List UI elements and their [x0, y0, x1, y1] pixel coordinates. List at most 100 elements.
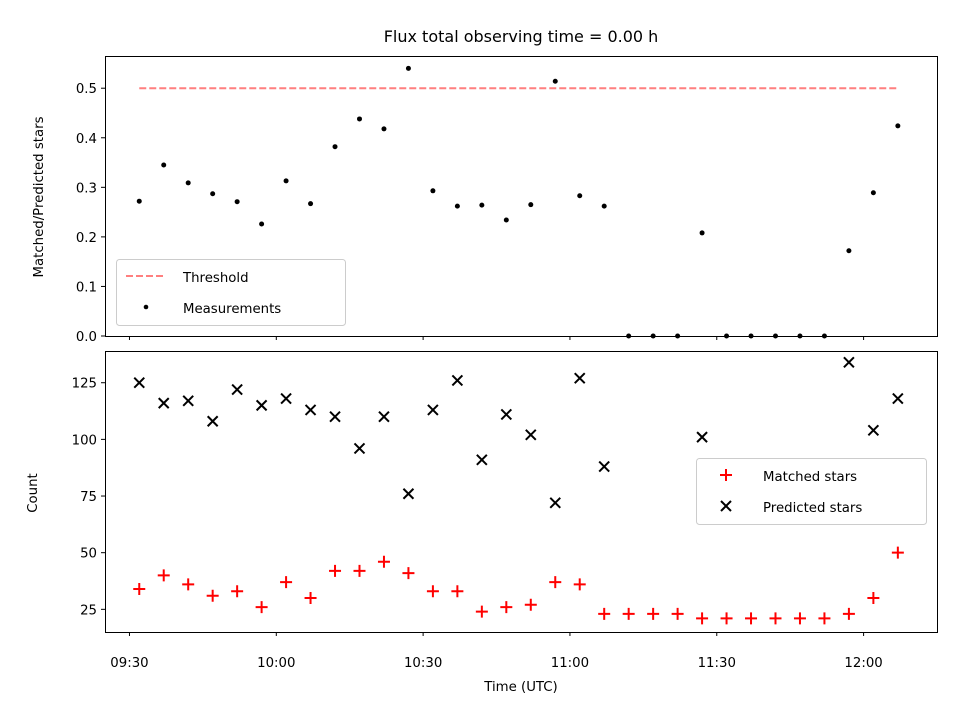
matched-stars-point	[402, 567, 415, 580]
bottom-legend: Matched stars Predicted stars	[696, 458, 927, 525]
measurements-point	[895, 123, 901, 129]
predicted-stars-point	[843, 356, 855, 369]
measurements-point	[161, 162, 167, 168]
top-y-axis-label: Matched/Predicted stars	[32, 116, 47, 277]
predicted-stars-point	[892, 392, 904, 405]
measurements-point	[454, 203, 460, 209]
top-axes-frame	[105, 56, 938, 337]
top-y-tick-label: 0.4	[76, 132, 97, 147]
measurements-point	[577, 193, 583, 199]
measurements-point	[185, 180, 191, 186]
predicted-stars-point	[231, 383, 243, 396]
predicted-stars-point	[255, 399, 268, 412]
measurements-point	[528, 202, 534, 208]
measurements-point	[846, 248, 852, 254]
matched-stars-point	[377, 555, 390, 568]
predicted-stars-legend-swatch	[720, 500, 732, 512]
matched-stars-point	[818, 612, 831, 625]
measurements-point	[210, 191, 216, 197]
measurements-point	[259, 221, 265, 227]
measurements-point	[430, 188, 436, 194]
matched-stars-point	[133, 582, 146, 595]
measurements-point	[405, 65, 411, 71]
matched-stars-point	[891, 546, 904, 559]
x-tick-label: 12:00	[844, 656, 882, 671]
predicted-stars-point	[574, 372, 586, 384]
matched-stars-point	[720, 612, 733, 625]
matched-stars-point	[842, 607, 855, 620]
measurements-point	[234, 199, 240, 205]
measurements-point	[503, 217, 509, 223]
predicted-stars-point	[867, 424, 880, 437]
matched-stars-point	[182, 578, 195, 591]
matched-stars-point	[475, 605, 488, 618]
top-legend-box	[116, 259, 346, 326]
measurements-legend-swatch	[143, 304, 149, 310]
bottom-x-axis-ticks: 09:30 10:00 10:30 11:00 11:30 12:00	[110, 632, 883, 671]
matched-stars-point	[671, 607, 684, 620]
matched-stars-point	[353, 564, 366, 577]
predicted-stars-point	[280, 392, 292, 405]
top-y-tick-label: 0.0	[76, 330, 97, 345]
predicted-stars-point	[133, 377, 145, 389]
matched-stars-point	[769, 612, 782, 625]
bottom-legend-box	[696, 458, 927, 525]
predicted-stars-point	[378, 411, 390, 423]
matched-stars-point	[622, 607, 635, 620]
measurements-point	[332, 144, 338, 150]
predicted-stars-point	[598, 460, 610, 473]
predicted-stars-legend-label: Predicted stars	[763, 501, 862, 516]
matched-stars-point	[573, 578, 586, 591]
matched-stars-point	[647, 607, 660, 620]
predicted-stars-point	[476, 454, 488, 466]
matched-stars-point	[745, 612, 758, 625]
bottom-y-axis-label: Count	[26, 473, 41, 513]
matched-stars-point	[157, 569, 170, 582]
bottom-y-tick-label: 100	[72, 433, 97, 448]
matched-stars-point	[524, 598, 537, 611]
count-panel: Count Time (UTC) 25 50 75 100 125 09:30 10:00…	[26, 351, 938, 695]
x-tick-label: 11:00	[551, 656, 589, 671]
top-y-tick-label: 0.1	[76, 280, 97, 295]
matched-stars-point	[451, 585, 464, 598]
x-tick-label: 09:30	[110, 656, 148, 671]
measurements-point	[283, 178, 289, 184]
predicted-stars-point	[206, 415, 219, 427]
measurements-legend-label: Measurements	[183, 302, 281, 317]
x-axis-label: Time (UTC)	[483, 680, 558, 695]
matched-stars-point	[867, 592, 880, 605]
predicted-stars-point	[427, 404, 439, 416]
matched-stars-point	[426, 585, 439, 598]
measurements-point	[136, 198, 142, 204]
top-legend: Threshold Measurements	[116, 259, 346, 326]
predicted-stars-point	[500, 408, 513, 421]
measurements-point	[479, 202, 485, 208]
matched-stars-point	[598, 607, 611, 620]
predicted-stars-point	[353, 442, 366, 455]
measurements-point	[308, 201, 314, 207]
top-y-tick-label: 0.3	[76, 181, 97, 196]
measurements-point	[552, 78, 558, 84]
matched-stars-point	[231, 585, 244, 598]
top-x-axis-ticks	[128, 336, 865, 340]
measurements-point	[381, 126, 387, 132]
x-tick-label: 10:30	[404, 656, 442, 671]
predicted-stars-point	[696, 431, 708, 443]
bottom-y-tick-label: 125	[72, 377, 97, 392]
predicted-stars-point	[525, 429, 537, 441]
top-y-tick-label: 0.5	[76, 82, 97, 97]
bottom-axes-frame	[105, 351, 938, 633]
predicted-stars-point	[182, 395, 194, 407]
threshold-legend-label: Threshold	[182, 271, 249, 286]
matched-stars-point	[329, 564, 342, 577]
count-plot-area	[133, 356, 904, 625]
chart-title: Flux total observing time = 0.00 h	[384, 27, 659, 46]
measurements-point	[699, 230, 705, 236]
predicted-stars-point	[549, 497, 561, 509]
predicted-stars-point	[304, 404, 317, 416]
matched-stars-point	[255, 601, 268, 614]
matched-stars-point	[793, 612, 806, 625]
bottom-y-axis-ticks: 25 50 75 100 125	[72, 377, 105, 618]
